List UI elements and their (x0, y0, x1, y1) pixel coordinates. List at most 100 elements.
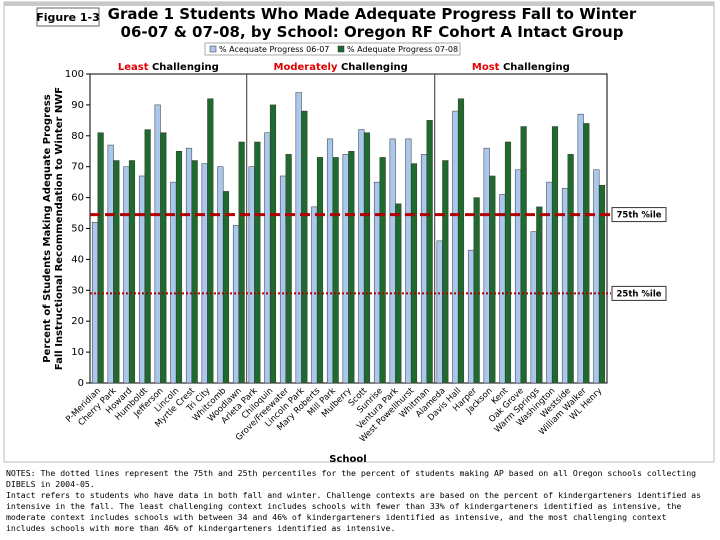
group-label-rest: Challenging (152, 62, 219, 73)
bar (561, 188, 569, 384)
bar (483, 147, 490, 384)
bar (264, 132, 271, 384)
x-axis-label: School (329, 454, 366, 465)
legend: % Acequate Progress 06-07 % Adequate Prog… (204, 42, 461, 56)
bar (598, 184, 606, 384)
bar (316, 157, 324, 384)
bar (128, 160, 136, 384)
bar (248, 166, 255, 384)
bar (489, 175, 496, 384)
bar (426, 120, 433, 384)
y-tick-label: 80 (71, 131, 84, 142)
bar (457, 98, 465, 384)
top-band (4, 2, 714, 6)
y-tick-label: 100 (65, 69, 84, 80)
y-tick-label: 20 (71, 316, 84, 327)
bar (123, 166, 130, 384)
bar (389, 138, 396, 384)
bar (217, 166, 224, 384)
y-tick-label: 40 (71, 254, 84, 265)
bar (551, 126, 559, 384)
figure-label-box (36, 7, 100, 27)
bar (160, 132, 167, 384)
bar (530, 231, 537, 384)
bar (514, 169, 522, 384)
bar (97, 132, 104, 384)
bar (175, 151, 183, 384)
legend-label: % Adequate Progress 07-08 (347, 45, 458, 54)
bar (91, 222, 99, 384)
reference-label: 25th %ile (616, 289, 661, 299)
chart-title: Grade 1 Students Who Made Adequate Progr… (108, 5, 637, 23)
reference-label: 75th %ile (616, 211, 661, 221)
bar (593, 169, 600, 384)
y-tick-label: 70 (71, 162, 84, 173)
group-label: Least Challenging (118, 62, 219, 73)
bar (467, 249, 475, 384)
bar (499, 194, 506, 384)
bar (232, 225, 240, 384)
y-axis-label: Percent of Students Making Adequate Prog… (42, 94, 53, 362)
bar (301, 110, 308, 384)
y-tick-label: 90 (71, 100, 84, 111)
bar (238, 141, 245, 384)
bar (207, 98, 214, 384)
legend-label: % Acequate Progress 06-07 (219, 45, 329, 54)
group-label-rest: Challenging (341, 62, 408, 73)
bar (311, 206, 318, 384)
bar (326, 138, 334, 384)
bar (269, 104, 277, 384)
group-label-rest: Challenging (503, 62, 570, 73)
group-emphasis: Least (118, 62, 149, 73)
y-tick-label: 30 (71, 285, 84, 296)
bar (170, 181, 177, 384)
bar (405, 138, 412, 384)
bar (583, 123, 590, 384)
bar (191, 160, 198, 384)
bar (222, 191, 230, 384)
bar (520, 126, 527, 384)
legend-swatch (337, 45, 345, 53)
bar (410, 163, 418, 384)
figure-label: Figure 1-3 (36, 11, 100, 24)
bar (185, 147, 193, 384)
bar (107, 144, 114, 384)
notes: NOTES: The dotted lines represent the 75… (6, 468, 706, 534)
y-axis-label: Fall Instructional Recommendation to Win… (54, 87, 65, 370)
note: NOTES: The dotted lines represent the 75… (6, 468, 697, 489)
bar (420, 154, 428, 384)
bar (379, 157, 386, 384)
group-label: Moderately Challenging (274, 62, 408, 73)
bar (342, 154, 349, 384)
group-label: Most Challenging (472, 62, 570, 73)
group-emphasis: Most (472, 62, 500, 73)
chart-title: 06-07 & 07-08, by School: Oregon RF Coho… (121, 23, 624, 41)
bar (154, 104, 161, 384)
bar (144, 129, 151, 384)
bar (442, 160, 449, 384)
bar (452, 110, 459, 384)
group-emphasis: Moderately (274, 62, 338, 73)
bar (348, 151, 355, 384)
bar (536, 206, 543, 384)
bar (332, 157, 339, 384)
y-tick-label: 50 (71, 224, 84, 235)
y-tick-label: 60 (71, 193, 84, 204)
bar (254, 141, 261, 384)
y-tick-label: 10 (71, 347, 84, 358)
reference-label-box (611, 207, 667, 223)
bar (363, 132, 371, 384)
bar (279, 175, 287, 384)
bar (436, 240, 443, 384)
chart: Figure 1-3 Grade 1 Students Who Made Ade… (3, 1, 715, 465)
bar (201, 163, 208, 384)
reference-label-box (611, 285, 667, 301)
note: Intact refers to students who have data … (6, 490, 702, 533)
bar (113, 160, 120, 384)
bar (577, 113, 584, 384)
bar (504, 141, 512, 384)
bar (546, 181, 553, 384)
bar (358, 129, 365, 384)
legend-box (204, 42, 461, 56)
